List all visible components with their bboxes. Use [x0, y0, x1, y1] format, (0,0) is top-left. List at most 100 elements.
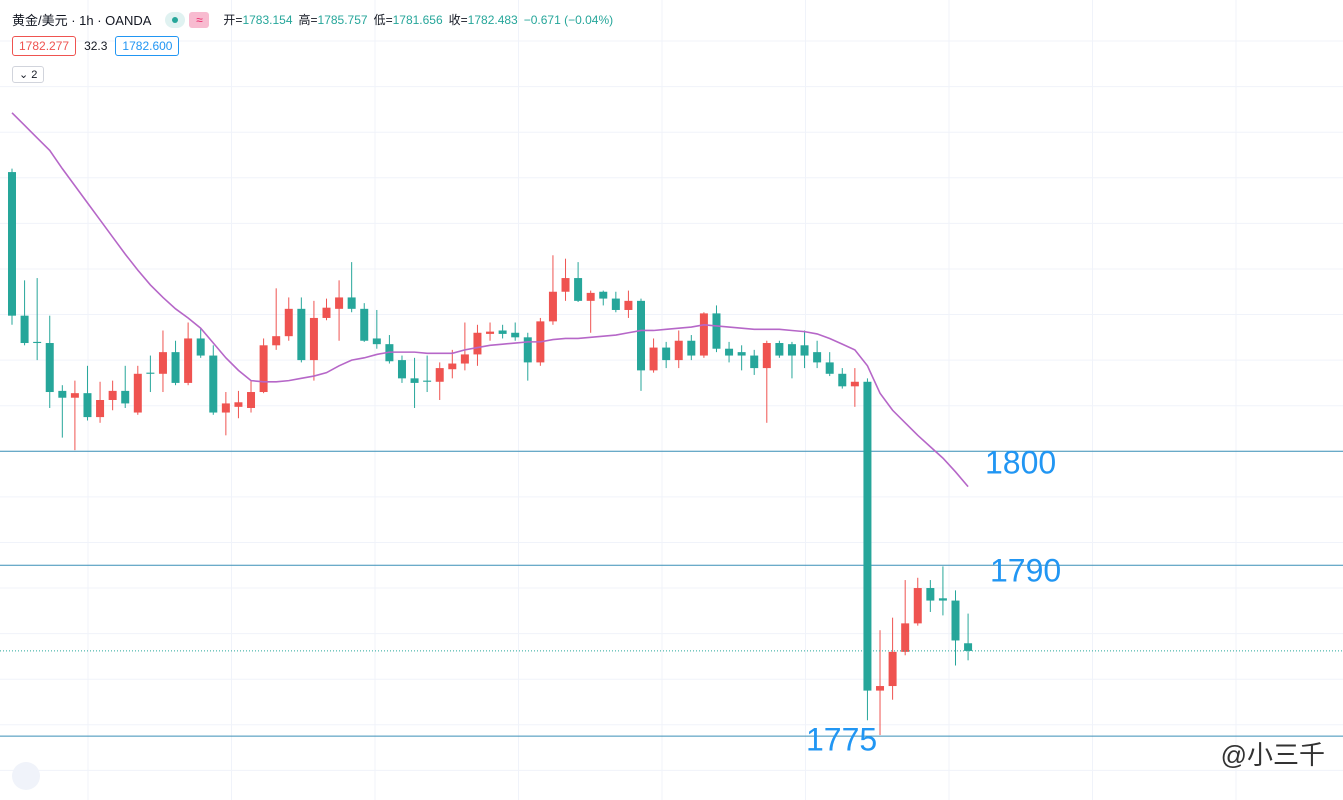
header: 黄金/美元 · 1h · OANDA ≈ 开= 1783.154 高= 1785.7…: [12, 10, 619, 29]
candle-body: [221, 403, 230, 413]
watermark: @小三千: [1220, 740, 1325, 770]
candle-body: [171, 352, 180, 383]
candle-body: [574, 278, 583, 301]
candle-body: [523, 337, 532, 363]
candle-body: [624, 300, 633, 310]
open-label: 开=: [223, 13, 243, 27]
candle-body: [435, 368, 444, 382]
candle-body: [460, 354, 469, 364]
candle-body: [96, 400, 105, 418]
candle-body: [209, 355, 218, 413]
candle-body: [951, 600, 960, 641]
candle-body: [838, 373, 847, 387]
candle-body: [133, 373, 142, 413]
candle-body: [184, 338, 193, 383]
candle-body: [322, 307, 331, 318]
close-label: 收=: [448, 13, 468, 27]
candle-body: [938, 598, 947, 601]
candle-body: [121, 390, 130, 404]
candle-body: [234, 402, 243, 407]
candle-body: [825, 362, 834, 374]
candle-body: [8, 172, 16, 316]
candle-body: [272, 336, 281, 346]
candle-body: [309, 317, 318, 361]
candle-body: [901, 623, 910, 652]
candle-body: [372, 338, 381, 345]
candle-body: [486, 331, 495, 334]
candle-body: [397, 360, 406, 379]
candle-body: [146, 372, 155, 374]
high-label: 高=: [298, 13, 318, 27]
market-status[interactable]: [165, 11, 186, 28]
candle-body: [888, 651, 897, 687]
candle-body: [712, 313, 721, 349]
candle-body: [33, 341, 42, 344]
logo[interactable]: [12, 762, 40, 790]
candle-body: [247, 392, 256, 408]
candle-body: [687, 340, 696, 356]
candle-body: [511, 332, 520, 338]
candle-body: [662, 347, 671, 361]
close-value: 1782.483: [467, 12, 518, 27]
candle-body: [284, 308, 293, 337]
chart-title: 黄金/美元 · 1h · OANDA: [12, 13, 152, 28]
candle-body: [850, 381, 859, 387]
candle-body: [347, 297, 356, 309]
candle-body: [750, 355, 759, 369]
candle-body: [876, 686, 885, 691]
candle-body: [70, 393, 79, 398]
candle-body: [637, 300, 645, 371]
candle-body: [297, 308, 306, 361]
low-label: 低=: [373, 13, 393, 27]
candle-body: [561, 278, 570, 292]
candle-body: [410, 378, 419, 383]
candle-body: [360, 308, 369, 341]
level-label: 1800: [985, 445, 1056, 481]
candle-body: [775, 343, 784, 356]
candle-body: [83, 393, 92, 418]
candle-body: [800, 345, 809, 356]
change: −0.671 (−0.04%): [523, 12, 614, 27]
high-value: 1785.757: [317, 12, 368, 27]
quotes: 1782.277 32.3 1782.600: [12, 36, 180, 56]
moving-average: [11, 112, 969, 488]
candle-body: [335, 297, 344, 309]
buy-price[interactable]: 1782.600: [115, 36, 180, 56]
candle-body: [45, 343, 54, 393]
candle-body: [699, 313, 708, 356]
candle-body: [813, 352, 822, 363]
level-label: 1790: [990, 553, 1061, 589]
candle-body: [762, 343, 771, 369]
indicator-toggle[interactable]: ⌄ 2: [12, 66, 45, 83]
candle-body: [548, 291, 557, 322]
candle-body: [498, 330, 507, 334]
candle-body: [725, 348, 734, 356]
candle-body: [913, 588, 922, 624]
candle-body: [599, 291, 608, 299]
candle-body: [158, 352, 167, 374]
candle-body: [964, 643, 973, 651]
sell-price[interactable]: 1782.277: [12, 36, 77, 56]
low-value: 1781.656: [392, 12, 443, 27]
candle-body: [649, 347, 658, 371]
candle-body: [737, 352, 746, 356]
candle-body: [473, 332, 482, 355]
open-value: 1783.154: [242, 12, 293, 27]
candle-body: [863, 381, 872, 691]
candle-body: [448, 363, 457, 370]
spread: 32.3: [84, 39, 108, 53]
candle-body: [20, 315, 29, 344]
candle-body: [196, 338, 205, 356]
data-icon[interactable]: ≈: [189, 11, 210, 28]
indicator-count: 2: [31, 69, 38, 81]
candle-body: [58, 390, 67, 398]
candle-body: [259, 345, 268, 393]
candle-body: [674, 340, 683, 361]
status-icons[interactable]: ≈: [165, 11, 210, 28]
candle-body: [611, 298, 620, 310]
candle-body: [108, 390, 117, 400]
level-label: 1775: [806, 722, 877, 758]
candle-body: [926, 588, 935, 601]
